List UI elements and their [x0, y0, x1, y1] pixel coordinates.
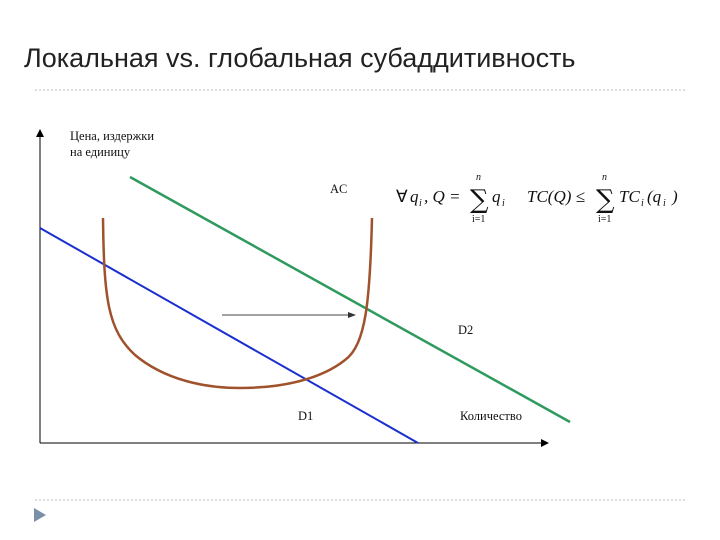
formula-part: i	[502, 198, 505, 209]
ac-curve	[101, 217, 374, 390]
formula-part: q	[410, 187, 419, 206]
formula-part: i	[663, 198, 666, 209]
formula-part: i	[419, 198, 422, 209]
formula-part: ∑	[470, 185, 489, 215]
formula-part: q	[492, 187, 501, 206]
formula-part: (q	[647, 187, 662, 206]
curve-label: D1	[298, 409, 313, 423]
formula-part: i	[641, 198, 644, 209]
formula-part: , Q =	[424, 187, 461, 206]
d2-line	[129, 175, 571, 424]
curve-label: D2	[458, 323, 473, 337]
formula: ∀ q i , Q = ∑ n i=1 q i TC(Q) ≤ ∑ n i=1 …	[396, 172, 678, 225]
x-axis-label: Количество	[460, 409, 522, 423]
formula-part: i=1	[472, 214, 485, 225]
bullet	[34, 508, 46, 522]
y-axis-label: на единицу	[70, 145, 131, 159]
curve-label: AC	[330, 182, 347, 196]
formula-part: ∀	[396, 187, 408, 206]
slide-title: Локальная vs. глобальная субаддитивность	[24, 43, 576, 73]
formula-part: TC	[619, 187, 640, 206]
formula-part: i=1	[598, 214, 611, 225]
formula-part: ∑	[596, 185, 615, 215]
d1-line	[39, 227, 419, 444]
formula-part: )	[671, 187, 678, 206]
formula-part: n	[476, 172, 481, 183]
formula-part: n	[602, 172, 607, 183]
y-axis-label: Цена, издержки	[70, 129, 154, 143]
formula-part: TC(Q) ≤	[527, 187, 585, 206]
